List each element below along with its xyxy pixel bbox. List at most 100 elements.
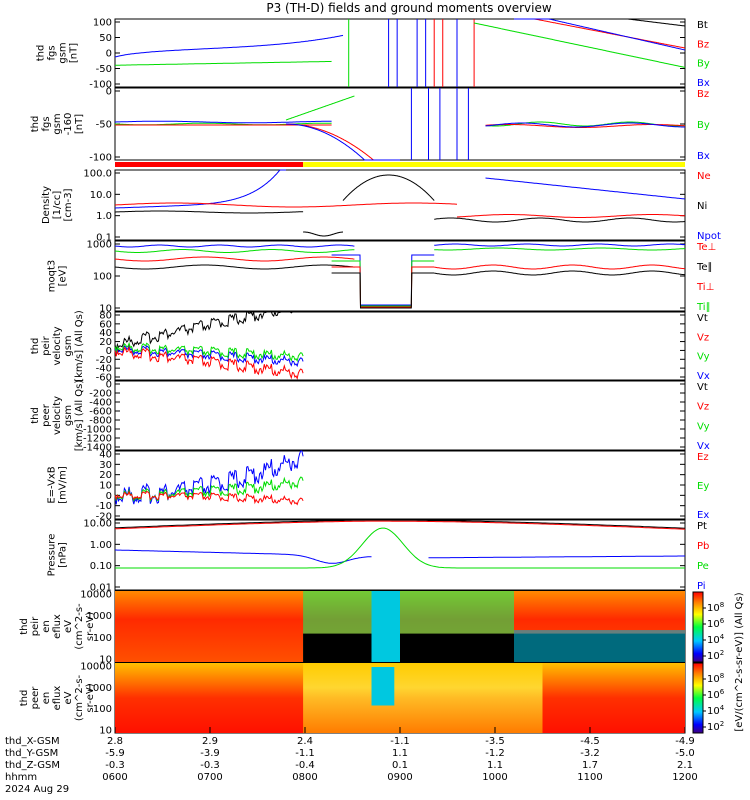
ni-line: [303, 231, 343, 237]
tepar-line: [434, 270, 686, 276]
y-tick-label: 20: [99, 337, 112, 348]
y-tick-label: 100: [93, 704, 112, 715]
y-tick-label: -50: [96, 64, 112, 75]
colorbar-tick-exponent: 8: [720, 601, 724, 609]
y-axis-label: peir: [30, 616, 41, 636]
y-tick-label: 30: [99, 460, 112, 471]
y-tick-label: 20: [99, 470, 112, 481]
y-tick-label: 10000: [80, 590, 112, 601]
panel-fgs: 100 50 0 -50 -100 thd fgs gsm [nT] Bt Bz By Bx: [36, 18, 710, 91]
y-tick-label: 40: [99, 328, 112, 339]
legend-Ey: Ey: [697, 481, 709, 492]
ephemeris-value: -0.3: [105, 760, 125, 771]
legend-Vt: Vt: [697, 382, 708, 393]
y-tick-label: 1000: [87, 611, 112, 622]
y-axis-label: eflux: [52, 614, 63, 639]
x-tick-label: 1200: [672, 772, 697, 783]
y-tick-label: 0.1: [96, 233, 112, 244]
temp-dip-line: [331, 254, 435, 306]
y-tick-label: 50: [99, 33, 112, 44]
y-tick-label: 0: [106, 49, 112, 60]
y-axis-label: velocity: [52, 326, 63, 365]
y-axis-label: fgs: [47, 45, 58, 60]
panel-frame: [114, 450, 686, 520]
y-tick-label: 80: [99, 311, 112, 322]
y-axis-label: Pressure: [47, 534, 58, 577]
y-axis-label: [nPa]: [58, 542, 69, 568]
panel-fgs_zoom: 0 -50 -100 thd fgs gsm -160 [nT] Bz By Bx: [30, 87, 710, 164]
by-line: [474, 22, 686, 68]
y-tick-label: -20: [96, 355, 112, 366]
colorbar-tick-label: 108: [707, 672, 724, 685]
panel-frame: [114, 169, 686, 241]
y-axis-label: velocity: [52, 396, 63, 435]
y-tick-label: 0.10: [90, 561, 112, 572]
colorbar-tick-label: 104: [707, 704, 725, 717]
y-tick-label: 10.0: [90, 190, 112, 201]
y-axis-label: peir: [41, 335, 52, 355]
panel-peir_spec: 10000 1000 100 10 thd peir en eflux eV (cm^2-s-sr…: [19, 590, 686, 666]
ephemeris-value: -3.5: [485, 736, 505, 747]
ephemeris-value: 2.9: [202, 736, 218, 747]
panel-peer_vel: 0-200-400-600-800-1000-1200-1400 thd peer v…: [30, 380, 710, 454]
y-tick-label: -1400: [83, 443, 112, 454]
y-tick-label: 1.0: [96, 211, 112, 222]
legend-Vz: Vz: [697, 402, 709, 413]
colorbar-tick-label: 104: [707, 633, 725, 646]
y-axis-label: thd: [19, 618, 30, 635]
y-tick-label: 0: [106, 87, 112, 98]
x-tick-label: 1100: [577, 772, 602, 783]
y-tick-label: 0: [106, 491, 112, 502]
x-tick-label: 0800: [292, 772, 317, 783]
y-tick-label: 10.00: [83, 519, 112, 530]
y-axis-label: [1/cc]: [52, 191, 63, 220]
y-axis-label: [km/s] (All Qs): [74, 310, 85, 382]
y-axis-label: gsm: [63, 335, 74, 356]
spectrogram-cyan: [371, 591, 400, 662]
legend-By: By: [697, 120, 710, 131]
legend-Vt: Vt: [697, 313, 708, 324]
y-tick-label: -800: [89, 416, 112, 427]
figure-title: P3 (TH-D) fields and ground moments over…: [266, 1, 551, 15]
by-line: [285, 95, 355, 121]
y-tick-label: -1000: [83, 425, 112, 436]
y-axis-label: peer: [30, 686, 41, 710]
colorbar-tick-exponent: 8: [720, 672, 724, 680]
ti-blue-line: [114, 244, 355, 248]
y-tick-label: -20: [96, 512, 112, 523]
ephemeris-value: -5.9: [105, 748, 125, 759]
panel-frame: [114, 87, 686, 161]
pb-line: [114, 520, 686, 530]
legend-Ez: Ez: [697, 452, 709, 463]
y-tick-label: 0: [106, 380, 112, 391]
y-axis-label: gsm: [63, 405, 74, 426]
y-tick-label: -10: [96, 501, 112, 512]
ephemeris-value: 1.1: [487, 760, 503, 771]
panel-frame: [114, 380, 686, 451]
ephemeris-value: 0.1: [392, 760, 408, 771]
panel-frame: [114, 519, 686, 591]
legend-Bz: Bz: [697, 39, 709, 50]
teperp-line: [114, 256, 355, 262]
ephemeris-label: thd_Y-GSM: [5, 748, 58, 759]
ephemeris-value: -4.9: [675, 736, 695, 747]
y-axis-label: E=-VxB: [47, 466, 58, 503]
x-tick-label: 0600: [102, 772, 127, 783]
legend-Ni: Ni: [697, 201, 707, 212]
npot-line: [485, 177, 686, 200]
legend-Bt: Bt: [697, 20, 708, 31]
colorbar-tick-label: 106: [707, 617, 725, 630]
legend-Vz: Vz: [697, 332, 709, 343]
vx-line: [114, 343, 304, 368]
x-tick-label: 0700: [197, 772, 222, 783]
ephemeris-value: 1.7: [582, 760, 598, 771]
bt-line: [628, 18, 685, 27]
colorbar-tick-exponent: 6: [720, 688, 725, 696]
ephemeris-label: thd_Z-GSM: [5, 760, 60, 771]
ephemeris-label: 2024 Aug 29: [5, 784, 69, 795]
y-axis-label: thd: [30, 338, 41, 355]
ephemeris-value: 2.8: [107, 736, 123, 747]
y-axis-label: -160: [63, 113, 74, 136]
spectrogram-cyan: [371, 667, 395, 706]
y-axis-label: thd: [30, 407, 41, 424]
